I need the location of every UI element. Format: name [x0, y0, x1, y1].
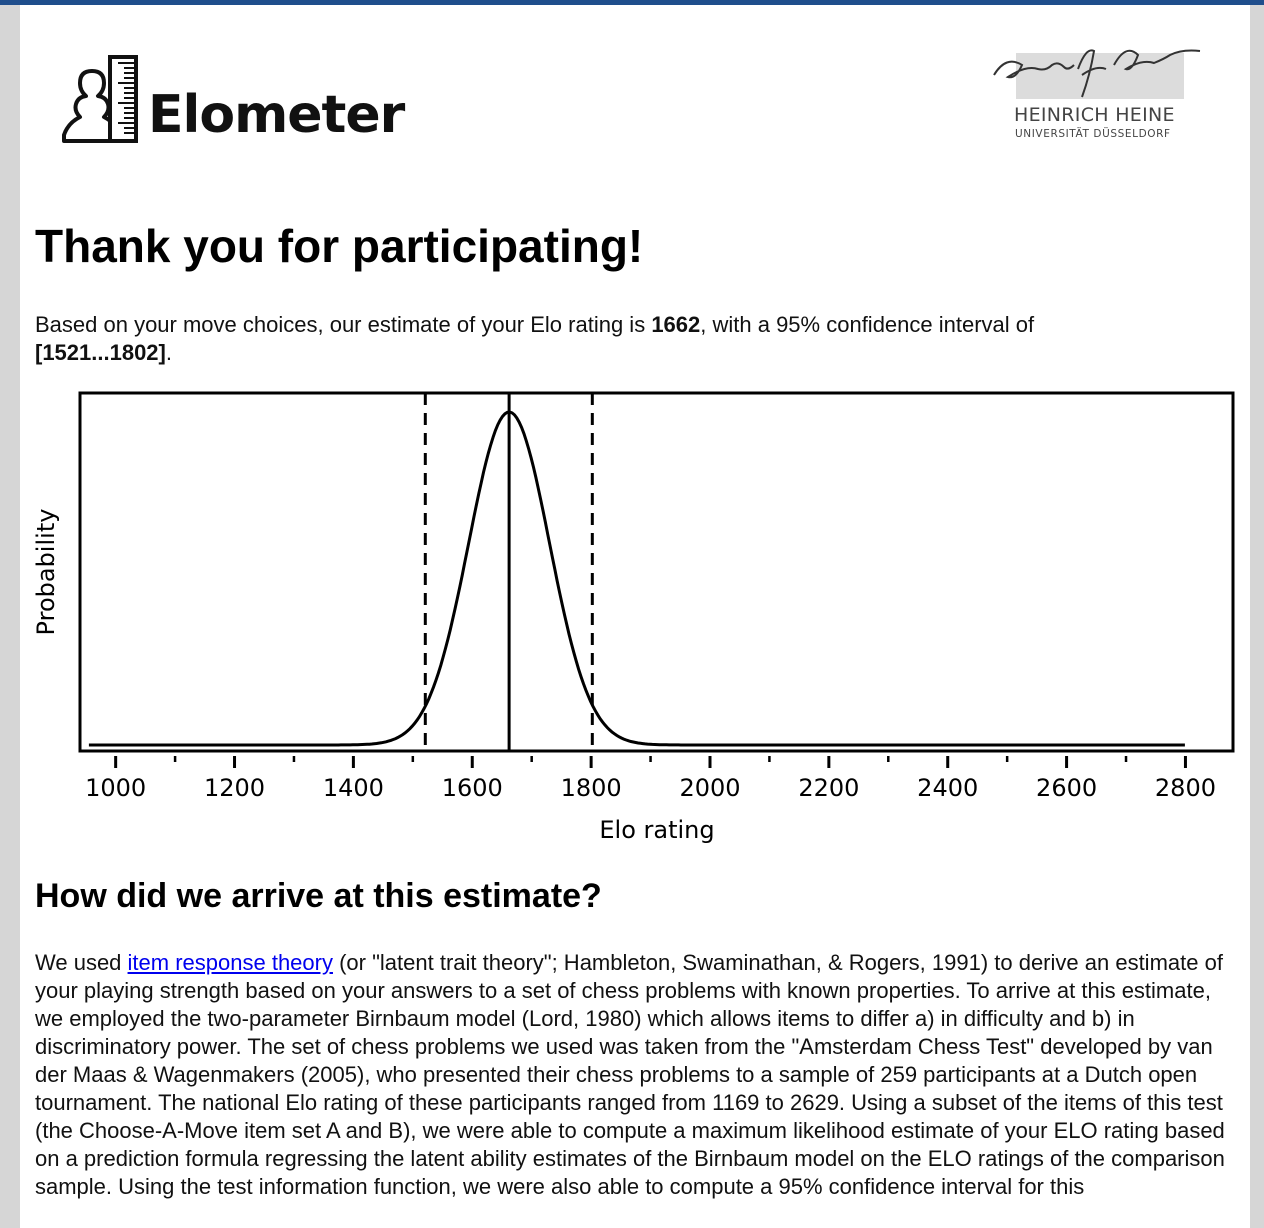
estimate-summary: Based on your move choices, our estimate…	[35, 311, 1235, 367]
x-tick-label: 2400	[917, 774, 978, 802]
x-axis-label: Elo rating	[599, 816, 714, 844]
x-tick-label: 1600	[442, 774, 503, 802]
x-tick-label: 1000	[85, 774, 146, 802]
explanation-paragraph: We used item response theory (or "latent…	[35, 949, 1240, 1201]
top-accent-bar	[0, 0, 1264, 5]
x-tick-label: 2800	[1155, 774, 1216, 802]
x-tick-label: 2600	[1036, 774, 1097, 802]
confidence-interval: [1521...1802]	[35, 340, 166, 365]
x-tick-label: 1200	[204, 774, 265, 802]
brand-name: Elometer	[148, 85, 405, 145]
university-logo: HEINRICH HEINE UNIVERSITÄT DÜSSELDORF	[986, 35, 1206, 147]
elo-estimate: 1662	[651, 312, 701, 337]
university-signature-icon	[993, 49, 1201, 99]
x-tick-label: 1800	[561, 774, 622, 802]
plot-frame	[78, 391, 1235, 753]
summary-middle: , with a 95% confidence interval of	[700, 312, 1035, 337]
university-subname: UNIVERSITÄT DÜSSELDORF	[1015, 128, 1171, 140]
page-content: Elometer HEINRICH HEINE UNIVERSITÄT DÜSS…	[20, 5, 1250, 1228]
x-tick-label: 1400	[323, 774, 384, 802]
elometer-logo: Elometer	[56, 49, 416, 149]
elo-distribution-chart: 1000 1200 1400 1600 1800 2000 2200 2400 2600 2800…	[32, 391, 1235, 844]
summary-suffix: .	[165, 340, 172, 365]
x-tick-label: 2000	[679, 774, 740, 802]
y-axis-label: Probability	[32, 509, 60, 636]
paragraph-body: (or "latent trait theory"; Hambleton, Sw…	[35, 950, 1225, 1199]
elometer-chess-pawn-ruler-icon	[62, 55, 138, 143]
university-name: HEINRICH HEINE	[1014, 104, 1175, 126]
probability-curve	[88, 410, 1185, 747]
x-tick-label: 2200	[798, 774, 859, 802]
summary-prefix: Based on your move choices, our estimate…	[35, 312, 652, 337]
page-title: Thank you for participating!	[35, 220, 644, 272]
item-response-theory-link[interactable]: item response theory	[127, 950, 333, 975]
paragraph-intro: We used	[35, 950, 128, 975]
section-heading: How did we arrive at this estimate?	[35, 877, 602, 915]
